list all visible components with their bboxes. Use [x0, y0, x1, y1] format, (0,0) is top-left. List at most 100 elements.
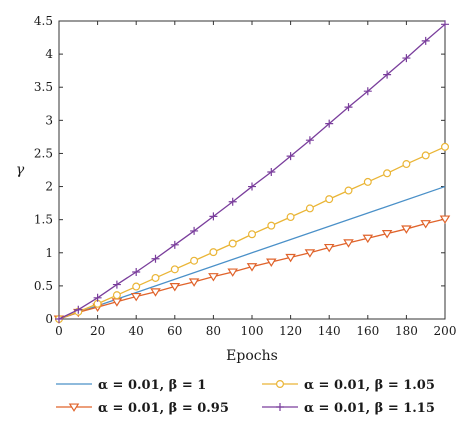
x-tick-label: 120 — [279, 324, 302, 338]
legend-swatch-marker-shape — [68, 403, 80, 412]
data-point-shape — [266, 258, 277, 267]
data-point-shape — [150, 288, 161, 297]
data-point-shape — [343, 239, 354, 248]
data-point-shape — [402, 54, 411, 63]
data-point-shape — [55, 315, 63, 323]
data-point — [93, 293, 102, 302]
y-tick-label: 2 — [45, 180, 53, 194]
data-point — [362, 234, 374, 244]
data-point — [305, 204, 314, 213]
data-point-shape — [421, 151, 430, 160]
data-point-shape — [267, 221, 276, 230]
data-point-shape — [325, 195, 334, 204]
data-point — [112, 280, 121, 289]
y-tick-label: 0 — [45, 312, 53, 326]
x-tick-label: 0 — [55, 324, 63, 338]
data-point-shape — [209, 248, 218, 257]
legend-item: α = 0.01, β = 1.15 — [262, 401, 435, 416]
x-tick-label: 180 — [395, 324, 418, 338]
legend-item: α = 0.01, β = 1.05 — [262, 378, 435, 393]
data-point — [420, 220, 431, 229]
data-point — [74, 305, 83, 314]
data-point-shape — [285, 253, 296, 263]
data-point-shape — [151, 273, 160, 282]
data-point-shape — [209, 212, 218, 221]
data-point-shape — [402, 160, 411, 169]
data-point-shape — [421, 36, 430, 45]
legend-label: α = 0.01, β = 1.15 — [304, 401, 435, 416]
series-layer — [53, 20, 451, 324]
data-point — [227, 268, 238, 277]
data-point — [170, 265, 179, 274]
data-point-shape — [344, 103, 353, 112]
data-point-shape — [286, 213, 295, 222]
data-point — [169, 283, 181, 292]
x-tick-label: 40 — [129, 324, 144, 338]
data-point — [323, 243, 335, 253]
data-point-shape — [383, 169, 392, 178]
legend-swatch-marker-shape — [276, 380, 285, 389]
data-point — [151, 273, 160, 282]
data-point — [248, 182, 256, 191]
data-point — [441, 142, 450, 151]
data-point-shape — [441, 20, 449, 29]
data-point — [209, 212, 218, 221]
data-point — [209, 248, 218, 257]
data-point — [228, 197, 237, 206]
data-point — [325, 195, 334, 204]
data-point-shape — [227, 268, 238, 277]
data-point — [132, 282, 141, 291]
data-point — [402, 160, 411, 169]
data-point — [344, 186, 353, 195]
legend-label: α = 0.01, β = 1.05 — [304, 378, 435, 393]
data-point — [304, 249, 316, 258]
x-tick-label: 20 — [90, 324, 105, 338]
data-point-shape — [93, 293, 102, 302]
data-point-shape — [304, 249, 316, 258]
data-point — [267, 167, 276, 176]
data-point-shape — [169, 283, 181, 292]
legend-swatch-marker — [276, 403, 284, 411]
y-tick-label: 2.5 — [34, 146, 53, 160]
data-point-shape — [363, 177, 372, 186]
y-tick-label: 0.5 — [34, 279, 53, 293]
data-point — [402, 54, 411, 63]
data-point — [441, 20, 449, 29]
data-point — [285, 253, 296, 263]
data-point — [132, 267, 141, 276]
data-point-shape — [151, 254, 160, 263]
data-point-shape — [401, 225, 412, 234]
series-4 — [55, 20, 449, 323]
data-point — [401, 225, 412, 234]
data-point-shape — [305, 204, 314, 213]
data-point-shape — [112, 291, 121, 300]
y-tick-label: 3 — [45, 113, 53, 127]
legend-swatch-marker — [68, 403, 80, 412]
data-point — [188, 278, 200, 287]
data-point-shape — [286, 152, 295, 161]
data-point-shape — [246, 263, 258, 272]
data-point-shape — [208, 273, 219, 282]
data-point — [363, 177, 372, 186]
data-point-shape — [439, 215, 451, 224]
legend-swatch-marker — [276, 380, 285, 389]
y-tick-label: 3.5 — [34, 80, 53, 94]
data-point — [381, 230, 393, 239]
data-point-shape — [383, 70, 392, 79]
x-tick-label: 160 — [356, 324, 379, 338]
data-point-shape — [130, 292, 142, 302]
y-axis-title: γ — [16, 162, 25, 178]
legend-item: α = 0.01, β = 0.95 — [56, 401, 229, 416]
data-point — [421, 151, 430, 160]
data-point-shape — [248, 230, 257, 239]
legend-label: α = 0.01, β = 1 — [98, 378, 206, 393]
data-point — [208, 273, 219, 282]
series-1 — [58, 185, 446, 320]
data-point-shape — [248, 182, 256, 191]
data-point — [421, 36, 430, 45]
data-point-shape — [188, 278, 200, 287]
data-point-shape — [305, 136, 314, 145]
data-point — [130, 292, 142, 302]
y-tick-label: 4.5 — [34, 14, 53, 28]
